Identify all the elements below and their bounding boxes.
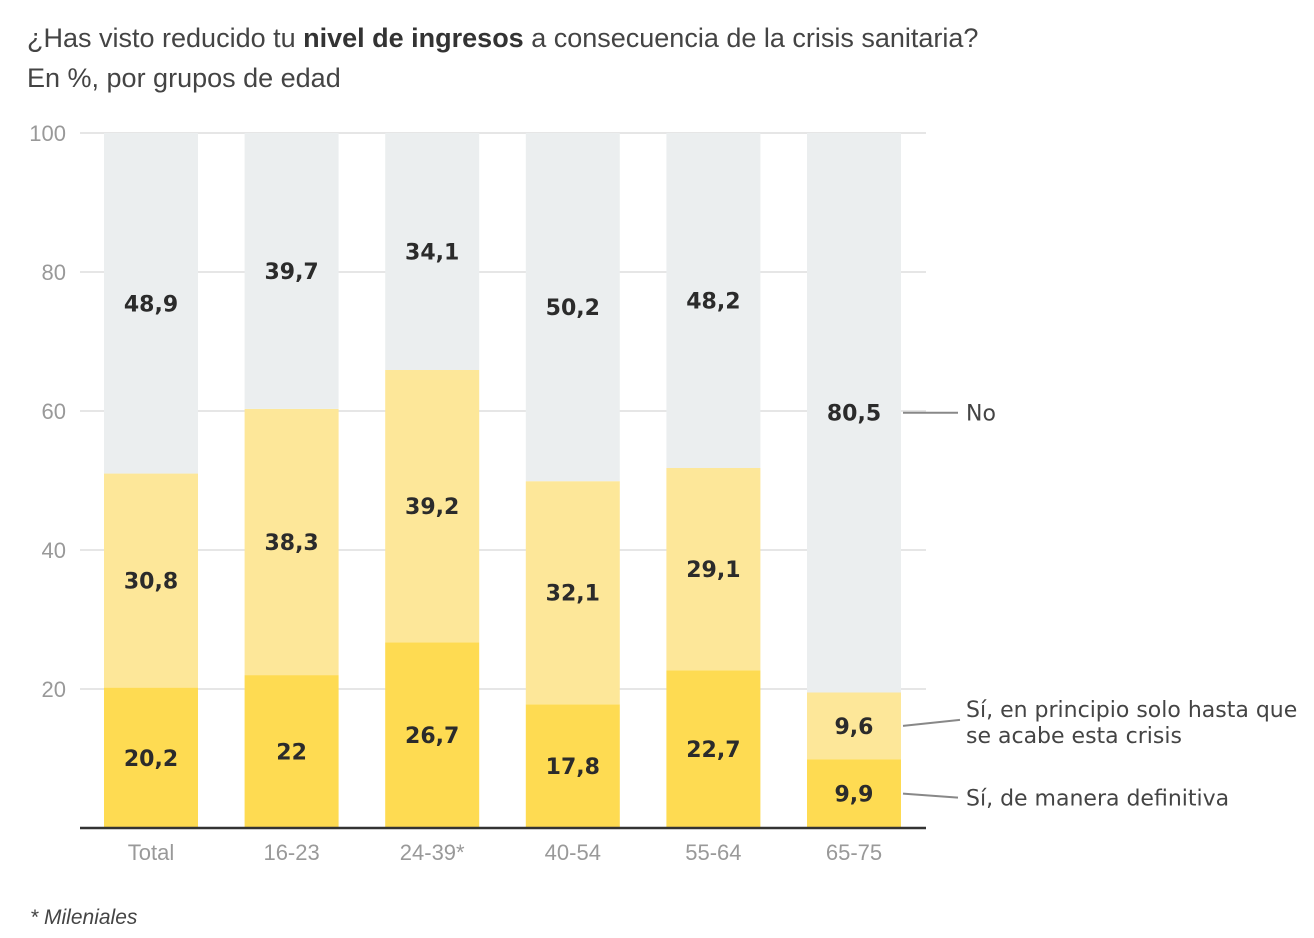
bar-segment [244, 675, 339, 828]
bar-segment [525, 481, 620, 705]
legend-label: Sí, de manera definitiva [966, 787, 1229, 812]
title-bold-text: nivel de ingresos [303, 23, 524, 53]
value-label: 39,7 [264, 260, 318, 285]
bar-segment [385, 369, 480, 643]
legend: Sí, de manera definitiva Sí, en principio… [902, 402, 1297, 812]
bar-segment [385, 133, 480, 370]
value-label: 48,2 [686, 289, 740, 314]
value-label: 39,2 [405, 495, 459, 520]
bar-segment [104, 133, 198, 474]
legend-leader-line [902, 718, 961, 727]
bar-segment [104, 473, 198, 688]
bars [104, 133, 901, 828]
bar-segment [104, 687, 198, 828]
value-label: 26,7 [405, 724, 459, 749]
bar-segment [525, 133, 620, 482]
value-label: 9,6 [835, 715, 874, 740]
x-tick-label: Total [128, 840, 174, 865]
value-label: 32,1 [546, 582, 600, 607]
value-label: 22 [276, 741, 307, 766]
y-tick-label: 80 [42, 260, 66, 285]
value-label: 34,1 [405, 240, 459, 265]
y-tick-label: 20 [42, 677, 66, 702]
bar-segment [244, 133, 339, 409]
y-tick-label: 60 [42, 399, 66, 424]
legend-label-line: se acabe esta crisis [966, 724, 1182, 749]
title-text: ¿Has visto reducido tu [27, 23, 304, 53]
bar-segment [666, 467, 761, 671]
x-tick-label: 24-39* [400, 840, 465, 865]
value-label: 17,8 [546, 755, 600, 780]
legend-leader-line [902, 792, 959, 799]
x-tick-label: 16-23 [263, 840, 319, 865]
gridlines [80, 132, 926, 690]
axes: 20 40 60 80 100 Total 16-23 24-39* 40-54 55-64 65-… [29, 121, 926, 865]
value-label: 80,5 [827, 402, 881, 427]
value-label: 50,2 [546, 296, 600, 321]
value-label: 38,3 [264, 531, 318, 556]
value-label: 30,8 [124, 570, 178, 595]
value-label: 20,2 [124, 747, 178, 772]
x-tick-label: 65-75 [826, 840, 882, 865]
legend-label-line: Sí, en principio solo hasta que [966, 698, 1297, 723]
bar-segment [807, 133, 901, 693]
legend-label: No [966, 402, 996, 427]
footnote: * Mileniales [30, 906, 138, 929]
bar-segment [244, 408, 339, 676]
bar-segment [666, 133, 761, 468]
x-tick-label: 40-54 [545, 840, 601, 865]
value-label: 9,9 [835, 783, 874, 808]
legend-label: Sí, en principio solo hasta que se acabe … [966, 698, 1297, 749]
value-label: 29,1 [686, 558, 740, 583]
bar-segment [385, 642, 480, 828]
chart-subtitle: En %, por grupos de edad [27, 63, 341, 93]
value-label: 22,7 [686, 738, 740, 763]
value-labels: 20,2 30,8 48,9 22 38,3 39,7 26,7 39,2 34,1 17,8 32… [124, 240, 881, 807]
bar-segment [525, 704, 620, 828]
y-tick-label: 100 [29, 121, 66, 146]
bar-segment [807, 692, 901, 760]
title-text-end: a consecuencia de la crisis sanitaria? [523, 23, 979, 53]
bar-segment [666, 670, 761, 828]
bar-segment [807, 759, 901, 828]
chart-title: ¿Has visto reducido tu nivel de ingresos… [27, 18, 978, 58]
x-tick-label: 55-64 [685, 840, 741, 865]
value-label: 48,9 [124, 292, 178, 317]
y-tick-label: 40 [42, 538, 66, 563]
